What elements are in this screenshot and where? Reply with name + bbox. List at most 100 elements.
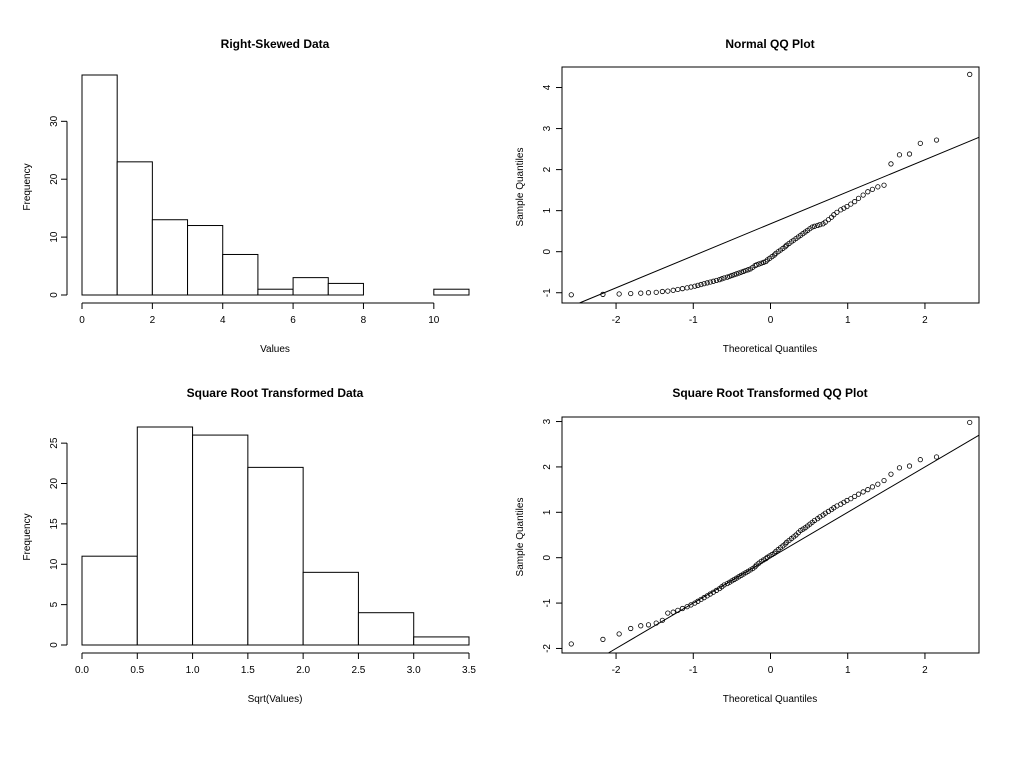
qq-point bbox=[726, 273, 733, 279]
qq-reference-line bbox=[608, 434, 980, 654]
qq-point bbox=[600, 636, 606, 642]
qq-point bbox=[721, 275, 727, 281]
histogram-bar bbox=[187, 225, 224, 296]
qq-point bbox=[645, 290, 652, 296]
qq-point bbox=[848, 496, 854, 502]
qq-point bbox=[860, 192, 866, 198]
x-tick-label: 0 bbox=[79, 315, 85, 326]
y-tick-label: 2 bbox=[542, 166, 553, 172]
qq-point bbox=[698, 281, 704, 288]
qq-point bbox=[688, 284, 694, 290]
qq-point bbox=[817, 222, 823, 228]
qq-point bbox=[568, 641, 574, 647]
qq-point bbox=[869, 484, 876, 490]
y-tick-label: 20 bbox=[49, 173, 60, 185]
x-tick-label: 0 bbox=[768, 315, 774, 326]
x-tick-label: 0 bbox=[768, 665, 774, 676]
x-tick-label: -2 bbox=[612, 315, 621, 326]
qq-point bbox=[917, 140, 923, 146]
qq-point bbox=[869, 186, 876, 192]
qq-point bbox=[855, 491, 862, 497]
histogram-bar bbox=[136, 426, 194, 646]
y-axis-label: Sample Quantiles bbox=[515, 498, 526, 577]
qq-point bbox=[875, 481, 881, 487]
qq-point bbox=[645, 622, 652, 628]
y-tick-label: 10 bbox=[49, 558, 60, 570]
qq-point bbox=[638, 290, 644, 296]
qq-point bbox=[616, 631, 622, 637]
qq-point bbox=[888, 161, 894, 167]
qq-point bbox=[967, 71, 973, 77]
x-tick-label: 2.5 bbox=[351, 665, 365, 676]
qq-point bbox=[670, 609, 676, 615]
qq-point bbox=[811, 223, 818, 229]
x-axis-label: Values bbox=[260, 344, 290, 355]
y-tick-label: -1 bbox=[542, 598, 553, 607]
qq-point bbox=[758, 260, 764, 266]
y-tick-label: 30 bbox=[49, 115, 60, 127]
x-tick-label: 1 bbox=[845, 665, 851, 676]
qq-point bbox=[628, 625, 634, 632]
qq-point bbox=[679, 286, 686, 292]
qq-point bbox=[888, 471, 894, 477]
qq-point bbox=[628, 290, 634, 297]
qq-point bbox=[881, 477, 887, 484]
x-tick-label: 2 bbox=[922, 315, 928, 326]
histogram-bar bbox=[151, 219, 189, 296]
histogram-bar bbox=[222, 253, 259, 296]
qq-point bbox=[865, 487, 871, 493]
y-tick-label: 1 bbox=[542, 509, 553, 515]
qq-point bbox=[743, 267, 749, 274]
qq-point bbox=[745, 267, 751, 273]
qq-point bbox=[600, 291, 606, 297]
x-tick-label: -2 bbox=[612, 665, 621, 676]
qq-point bbox=[855, 195, 862, 201]
histogram-bar bbox=[327, 282, 364, 296]
y-tick-label: 3 bbox=[542, 418, 553, 424]
y-axis-label: Frequency bbox=[22, 513, 33, 560]
histogram-bar bbox=[413, 636, 470, 646]
y-tick-label: 3 bbox=[542, 125, 553, 131]
qq-point bbox=[701, 281, 707, 287]
qq-point bbox=[713, 277, 720, 284]
qq-point bbox=[731, 272, 737, 278]
histogram-bar bbox=[302, 571, 359, 646]
qq-point bbox=[679, 605, 686, 612]
qq-point bbox=[736, 270, 742, 276]
qq-plot-normal: Normal QQ Plot Theoretical Quantiles Sam… bbox=[515, 37, 980, 355]
histogram-bar bbox=[357, 612, 415, 646]
x-tick-label: 2 bbox=[922, 665, 928, 676]
qq-point bbox=[659, 288, 665, 295]
x-tick-label: 10 bbox=[428, 315, 440, 326]
qq-point bbox=[865, 189, 871, 195]
qq-point bbox=[763, 555, 769, 562]
x-tick-label: -1 bbox=[689, 315, 698, 326]
qq-point bbox=[670, 287, 676, 293]
qq-point bbox=[841, 205, 847, 211]
y-tick-label: 5 bbox=[49, 601, 60, 607]
x-tick-label: 2.0 bbox=[296, 665, 310, 676]
y-tick-label: 0 bbox=[542, 554, 553, 560]
qq-point bbox=[695, 282, 701, 288]
qq-point bbox=[653, 620, 659, 626]
x-tick-label: 1.5 bbox=[241, 665, 255, 676]
chart-title: Square Root Transformed QQ Plot bbox=[672, 386, 867, 400]
qq-point bbox=[896, 152, 903, 158]
x-tick-label: 4 bbox=[220, 315, 226, 326]
qq-point bbox=[738, 269, 744, 275]
qq-point bbox=[906, 463, 913, 469]
qq-point bbox=[675, 607, 681, 613]
y-axis-label: Sample Quantiles bbox=[515, 148, 526, 227]
y-tick-label: 20 bbox=[49, 478, 60, 490]
histogram-sqrt-transformed: Square Root Transformed Data Sqrt(Values… bbox=[22, 386, 476, 705]
qq-point bbox=[875, 184, 881, 190]
y-tick-label: -2 bbox=[542, 644, 553, 653]
qq-point bbox=[848, 201, 854, 207]
qq-point bbox=[933, 137, 940, 143]
x-tick-label: 2 bbox=[150, 315, 156, 326]
y-tick-label: 25 bbox=[49, 437, 60, 449]
y-tick-label: 1 bbox=[542, 207, 553, 213]
qq-point bbox=[684, 285, 690, 291]
qq-point bbox=[760, 259, 767, 265]
